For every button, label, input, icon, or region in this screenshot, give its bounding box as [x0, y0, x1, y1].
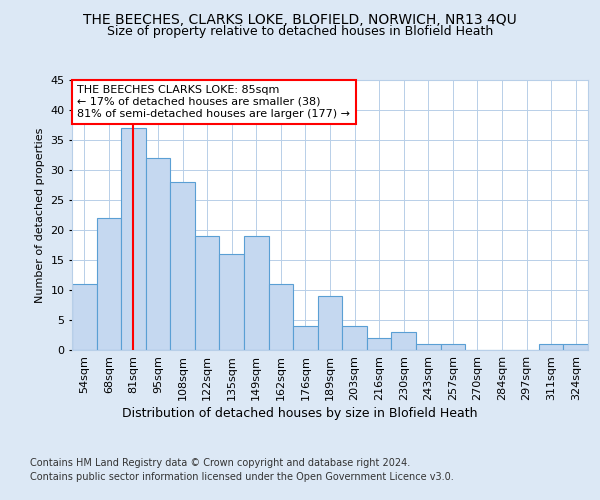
Bar — [293, 326, 318, 350]
Y-axis label: Number of detached properties: Number of detached properties — [35, 128, 44, 302]
Bar — [342, 326, 367, 350]
Bar — [72, 284, 97, 350]
Bar — [269, 284, 293, 350]
Bar — [391, 332, 416, 350]
Bar — [121, 128, 146, 350]
Bar — [244, 236, 269, 350]
Bar — [195, 236, 220, 350]
Bar — [146, 158, 170, 350]
Bar — [170, 182, 195, 350]
Bar — [220, 254, 244, 350]
Bar — [318, 296, 342, 350]
Text: Contains public sector information licensed under the Open Government Licence v3: Contains public sector information licen… — [30, 472, 454, 482]
Text: Size of property relative to detached houses in Blofield Heath: Size of property relative to detached ho… — [107, 25, 493, 38]
Text: Distribution of detached houses by size in Blofield Heath: Distribution of detached houses by size … — [122, 408, 478, 420]
Bar — [539, 344, 563, 350]
Bar — [97, 218, 121, 350]
Bar — [563, 344, 588, 350]
Bar — [416, 344, 440, 350]
Text: THE BEECHES, CLARKS LOKE, BLOFIELD, NORWICH, NR13 4QU: THE BEECHES, CLARKS LOKE, BLOFIELD, NORW… — [83, 12, 517, 26]
Text: Contains HM Land Registry data © Crown copyright and database right 2024.: Contains HM Land Registry data © Crown c… — [30, 458, 410, 468]
Text: THE BEECHES CLARKS LOKE: 85sqm
← 17% of detached houses are smaller (38)
81% of : THE BEECHES CLARKS LOKE: 85sqm ← 17% of … — [77, 86, 350, 118]
Bar — [367, 338, 391, 350]
Bar — [440, 344, 465, 350]
